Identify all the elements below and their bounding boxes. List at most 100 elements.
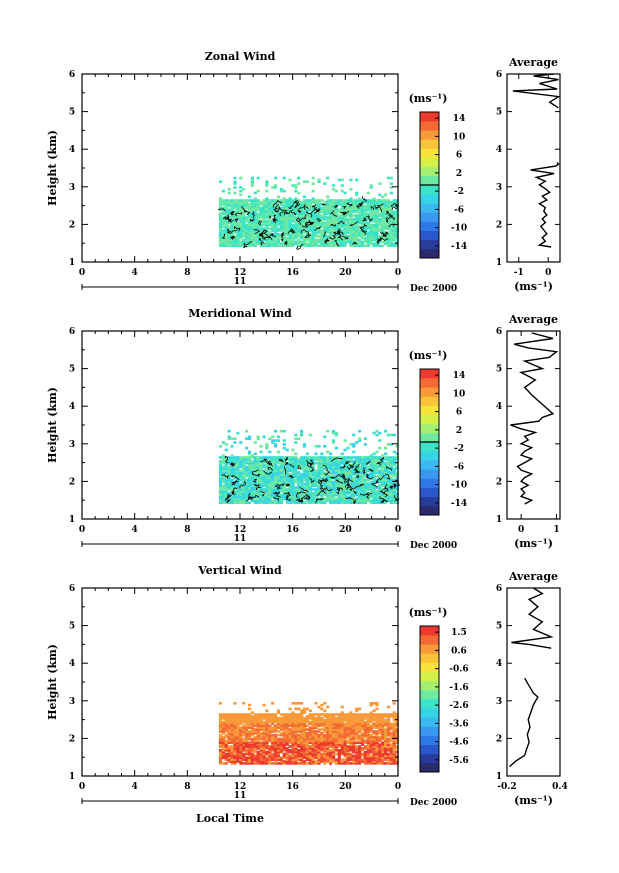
- x-tick-label: 12: [234, 525, 247, 535]
- average-y-tick-label: 3: [496, 440, 502, 450]
- colorbar-cell: [420, 469, 439, 479]
- x-tick-label: 4: [132, 268, 138, 278]
- colorbar-cell: [420, 442, 439, 452]
- chart-title: Vertical Wind: [197, 564, 282, 577]
- date-label: Dec 2000: [410, 541, 457, 551]
- colorbar-cell: [420, 369, 439, 379]
- colorbar-tick-label: 14: [453, 114, 466, 124]
- colorbar-tick-label: -14: [451, 242, 467, 252]
- colorbar-tick-label: 0.6: [451, 646, 467, 656]
- x-tick-label: 8: [184, 525, 190, 535]
- colorbar-cell: [420, 680, 439, 691]
- colorbar-tick-label: 1.5: [451, 628, 467, 638]
- average-frame: [506, 330, 561, 520]
- y-tick-label: 1: [69, 258, 75, 268]
- y-tick-label: 4: [69, 145, 75, 155]
- average-y-tick-label: 5: [496, 365, 502, 375]
- x-tick-label: 12: [234, 782, 247, 792]
- x-tick-label: 0: [395, 268, 401, 278]
- average-y-tick-label: 5: [496, 108, 502, 118]
- colorbar-cell: [420, 635, 439, 645]
- date-label: Dec 2000: [410, 284, 457, 294]
- colorbar-cell: [420, 194, 439, 204]
- colorbar-cell: [420, 753, 439, 764]
- colorbar-cell: [420, 460, 439, 470]
- y-tick-label: 4: [69, 402, 75, 412]
- colorbar-cell: [420, 644, 439, 654]
- average-x-label: (ms⁻¹): [514, 537, 553, 550]
- y-tick-label: 6: [69, 584, 75, 594]
- average-title: Average: [508, 313, 558, 326]
- x-tick-label: 4: [132, 782, 138, 792]
- zero-contour: [221, 455, 401, 505]
- colorbar-tick-label: -2.6: [449, 701, 468, 711]
- average-y-tick-label: 2: [496, 220, 502, 230]
- average-x-tick-label: 0: [518, 525, 524, 535]
- average-y-tick-label: 2: [496, 734, 502, 744]
- colorbar-cell: [420, 230, 439, 241]
- average-y-tick-label: 4: [496, 659, 502, 669]
- day-label: 11: [234, 791, 247, 801]
- x-tick-label: 0: [395, 525, 401, 535]
- colorbar-cell: [420, 626, 439, 636]
- x-tick-label: 20: [339, 268, 352, 278]
- x-tick-label: 0: [79, 782, 85, 792]
- colorbar-cell: [420, 708, 439, 718]
- y-tick-label: 6: [69, 70, 75, 80]
- colorbar-tick-label: 10: [453, 389, 466, 399]
- average-x-tick-label: 0: [545, 268, 551, 278]
- colorbar-cell: [420, 496, 439, 507]
- colorbar-cell: [420, 139, 439, 149]
- colorbar-cell: [420, 248, 439, 259]
- colorbar-cell: [420, 405, 439, 415]
- y-axis-label: Height (km): [46, 387, 59, 463]
- x-tick-label: 16: [286, 268, 299, 278]
- average-y-tick-label: 6: [496, 584, 502, 594]
- y-tick-label: 3: [69, 697, 75, 707]
- colorbar-tick-label: -2: [454, 187, 464, 197]
- y-axis-label: Height (km): [46, 130, 59, 206]
- x-tick-label: 20: [339, 525, 352, 535]
- colorbar-tick-label: -1.6: [449, 683, 468, 693]
- y-tick-label: 5: [69, 365, 75, 375]
- average-profile-line: [509, 588, 554, 768]
- average-y-tick-label: 5: [496, 622, 502, 632]
- colorbar-cell: [420, 378, 439, 388]
- colorbar-cell: [420, 112, 439, 122]
- y-tick-label: 5: [69, 622, 75, 632]
- colorbar-cell: [420, 387, 439, 397]
- colorbar-cell: [420, 396, 439, 406]
- colorbar-cell: [420, 148, 439, 158]
- colorbar-cell: [420, 423, 439, 434]
- day-label: 11: [234, 277, 247, 287]
- colorbar-tick-label: 6: [456, 408, 462, 418]
- colorbar-tick-label: -4.6: [449, 738, 468, 748]
- date-label: Dec 2000: [410, 798, 457, 808]
- average-x-tick-label: 1: [553, 525, 559, 535]
- y-tick-label: 5: [69, 108, 75, 118]
- y-axis-label: Height (km): [46, 644, 59, 720]
- zero-contour: [218, 196, 399, 250]
- colorbar-tick-label: 10: [453, 132, 466, 142]
- y-tick-label: 6: [69, 327, 75, 337]
- colorbar-tick-label: -10: [451, 481, 467, 491]
- average-x-tick-label: 0.4: [552, 782, 568, 792]
- y-tick-label: 2: [69, 734, 75, 744]
- colorbar-cell: [420, 653, 439, 663]
- y-tick-label: 3: [69, 440, 75, 450]
- y-tick-label: 1: [69, 515, 75, 525]
- colorbar-tick-label: -2: [454, 444, 464, 454]
- x-tick-label: 0: [79, 268, 85, 278]
- colorbar-cell: [420, 487, 439, 498]
- average-y-tick-label: 6: [496, 327, 502, 337]
- colorbar-cell: [420, 203, 439, 213]
- chart-title: Zonal Wind: [205, 50, 276, 63]
- average-y-tick-label: 1: [496, 258, 502, 268]
- x-axis-label: Local Time: [196, 812, 264, 825]
- colorbar-cell: [420, 212, 439, 222]
- average-profile-line: [512, 74, 560, 248]
- colorbar-cell: [420, 432, 439, 443]
- colorbar-cell: [420, 662, 439, 672]
- colorbar-unit: (ms⁻¹): [409, 606, 448, 619]
